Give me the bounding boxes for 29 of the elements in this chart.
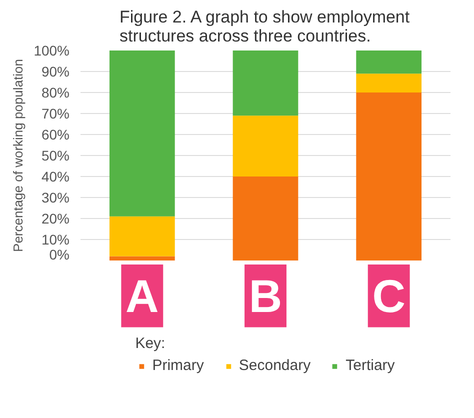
bar: [232, 50, 298, 116]
y-tick-label: 30%: [41, 190, 70, 206]
y-tick-label: 100%: [34, 42, 70, 58]
y-tick-label: 40%: [41, 168, 70, 184]
bar: [356, 74, 422, 92]
y-tick-label: 0%: [49, 246, 70, 262]
legend-label: Secondary: [238, 357, 311, 374]
legend-label: Primary: [152, 357, 204, 374]
bar: [109, 216, 175, 256]
bar: [109, 256, 175, 260]
bar: [232, 116, 298, 176]
bar: [356, 92, 422, 260]
y-tick-label: 80%: [41, 84, 70, 100]
y-tick-label: 60%: [41, 126, 70, 142]
legend-title: Key:: [135, 335, 166, 352]
y-tick-label: 70%: [41, 106, 70, 122]
y-tick-label: 20%: [41, 210, 70, 226]
x-tick-label: C: [372, 270, 406, 322]
bar: [356, 50, 422, 74]
y-tick-label: 10%: [41, 232, 70, 248]
x-tick-label: B: [248, 270, 282, 322]
legend-label: Tertiary: [346, 357, 395, 374]
y-axis-title: Percentage of working population: [10, 59, 26, 252]
bar: [109, 50, 175, 216]
y-tick-label: 50%: [41, 148, 70, 164]
x-tick-label: A: [126, 270, 159, 322]
bar: [232, 176, 298, 260]
y-tick-label: 90%: [41, 64, 70, 80]
chart-title: Figure 2. A graph to show employment structures across three countries.: [120, 8, 410, 46]
